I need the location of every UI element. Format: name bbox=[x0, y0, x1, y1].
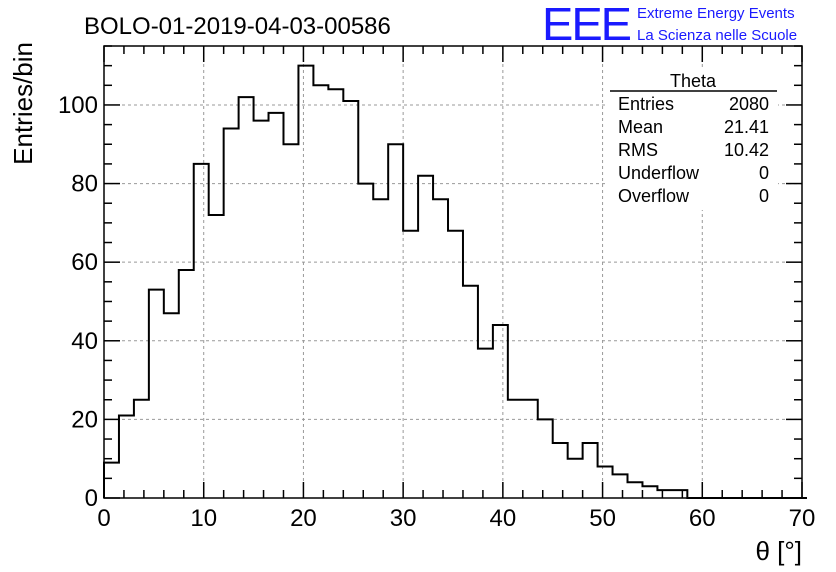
stats-label-mean: Mean bbox=[618, 117, 663, 137]
stats-label-underflow: Underflow bbox=[618, 163, 700, 183]
stats-value-entries: 2080 bbox=[729, 94, 769, 114]
eee-logo-line2: La Scienza nelle Scuole bbox=[637, 27, 797, 44]
x-tick-label: 20 bbox=[290, 505, 317, 532]
x-tick-label: 70 bbox=[789, 505, 816, 532]
y-tick-label: 0 bbox=[85, 485, 98, 512]
stats-value-rms: 10.42 bbox=[724, 140, 769, 160]
x-tick-label: 60 bbox=[689, 505, 716, 532]
x-tick-label: 0 bbox=[97, 505, 110, 532]
stats-label-overflow: Overflow bbox=[618, 186, 690, 206]
eee-logo: EEE Extreme Energy Events La Scienza nel… bbox=[542, 0, 797, 50]
eee-logo-line1: Extreme Energy Events bbox=[637, 5, 795, 22]
y-tick-label: 40 bbox=[71, 328, 98, 355]
eee-logo-mark: EEE bbox=[542, 0, 630, 50]
stats-value-overflow: 0 bbox=[759, 186, 769, 206]
x-axis-label: θ [°] bbox=[755, 536, 802, 566]
stats-box-bg bbox=[608, 70, 778, 210]
stats-value-mean: 21.41 bbox=[724, 117, 769, 137]
y-axis-label: Entries/bin bbox=[8, 42, 38, 165]
stats-label-rms: RMS bbox=[618, 140, 658, 160]
x-tick-label: 10 bbox=[190, 505, 217, 532]
grid-lines bbox=[104, 46, 802, 498]
stats-title: Theta bbox=[670, 71, 717, 91]
histogram-outline bbox=[103, 64, 807, 499]
stats-value-underflow: 0 bbox=[759, 163, 769, 183]
stats-label-entries: Entries bbox=[618, 94, 674, 114]
tick-labels: 0 10 20 30 40 50 60 70 0 20 40 60 80 100 bbox=[58, 92, 815, 532]
y-tick-label: 60 bbox=[71, 249, 98, 276]
y-tick-label: 80 bbox=[71, 171, 98, 198]
y-tick-label: 100 bbox=[58, 92, 98, 119]
stats-box: Theta Entries 2080 Mean 21.41 RMS 10.42 … bbox=[608, 70, 778, 210]
x-tick-label: 40 bbox=[490, 505, 517, 532]
chart-title: BOLO-01-2019-04-03-00586 bbox=[84, 13, 391, 40]
y-tick-label: 20 bbox=[71, 406, 98, 433]
plot-frame bbox=[103, 45, 803, 499]
x-tick-label: 50 bbox=[589, 505, 616, 532]
x-tick-label: 30 bbox=[390, 505, 417, 532]
